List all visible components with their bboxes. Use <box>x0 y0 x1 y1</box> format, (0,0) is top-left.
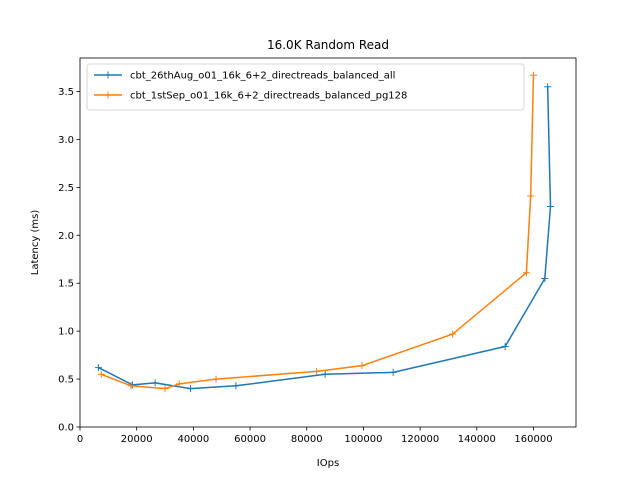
x-tick-label: 80000 <box>291 434 323 445</box>
y-tick-label: 3.0 <box>58 135 74 146</box>
y-tick-label: 2.0 <box>58 231 74 242</box>
legend-swatch-marker <box>104 71 112 79</box>
y-axis-ticks: 0.0 0.5 1.0 1.5 2.0 2.5 3.0 3.5 <box>58 87 80 434</box>
legend-box <box>86 63 525 111</box>
x-tick-label: 120000 <box>401 434 439 445</box>
data-point-marker <box>389 368 397 376</box>
data-point-marker <box>97 370 105 378</box>
data-point-marker <box>94 364 102 372</box>
x-axis-ticks: 0 20000 40000 60000 80000 100000 120000 140000 1… <box>77 427 553 445</box>
x-tick-label: 100000 <box>344 434 382 445</box>
data-point-marker <box>127 382 135 390</box>
data-point-marker <box>522 269 530 277</box>
x-tick-label: 40000 <box>177 434 209 445</box>
data-point-marker <box>187 385 195 393</box>
series-layer <box>94 71 554 393</box>
data-point-marker <box>527 192 535 200</box>
data-point-marker <box>501 342 509 350</box>
legend-swatch-marker <box>104 91 112 99</box>
data-point-marker <box>358 362 366 370</box>
data-point-marker <box>546 203 554 211</box>
data-point-marker <box>161 385 169 393</box>
legend-entry-label: cbt_1stSep_o01_16k_6+2_directreads_balan… <box>130 91 407 102</box>
data-point-marker <box>313 367 321 375</box>
y-tick-label: 2.5 <box>58 183 74 194</box>
data-point-marker <box>232 382 240 390</box>
x-tick-label: 160000 <box>514 434 552 445</box>
chart-title: 16.0K Random Read <box>267 38 389 52</box>
data-point-marker <box>151 379 159 387</box>
data-point-marker <box>175 380 183 388</box>
data-point-marker <box>529 71 537 79</box>
legend: cbt_26thAug_o01_16k_6+2_directreads_bala… <box>86 63 525 111</box>
data-point-marker <box>321 370 329 378</box>
y-tick-label: 1.5 <box>58 279 74 290</box>
x-axis-label: IOps <box>317 458 339 469</box>
y-tick-label: 0.0 <box>58 423 74 434</box>
data-point-marker <box>541 274 549 282</box>
plot-frame <box>79 57 577 428</box>
x-tick-label: 0 <box>77 434 83 445</box>
y-tick-label: 0.5 <box>58 375 74 386</box>
y-tick-label: 1.0 <box>58 327 74 338</box>
y-tick-label: 3.5 <box>58 87 74 98</box>
legend-entry-label: cbt_26thAug_o01_16k_6+2_directreads_bala… <box>130 71 395 82</box>
x-tick-label: 20000 <box>121 434 153 445</box>
y-axis-label: Latency (ms) <box>30 210 41 276</box>
x-tick-label: 60000 <box>234 434 266 445</box>
data-point-marker <box>544 83 552 91</box>
x-tick-label: 140000 <box>458 434 496 445</box>
data-point-marker <box>212 375 220 383</box>
data-point-marker <box>449 330 457 338</box>
